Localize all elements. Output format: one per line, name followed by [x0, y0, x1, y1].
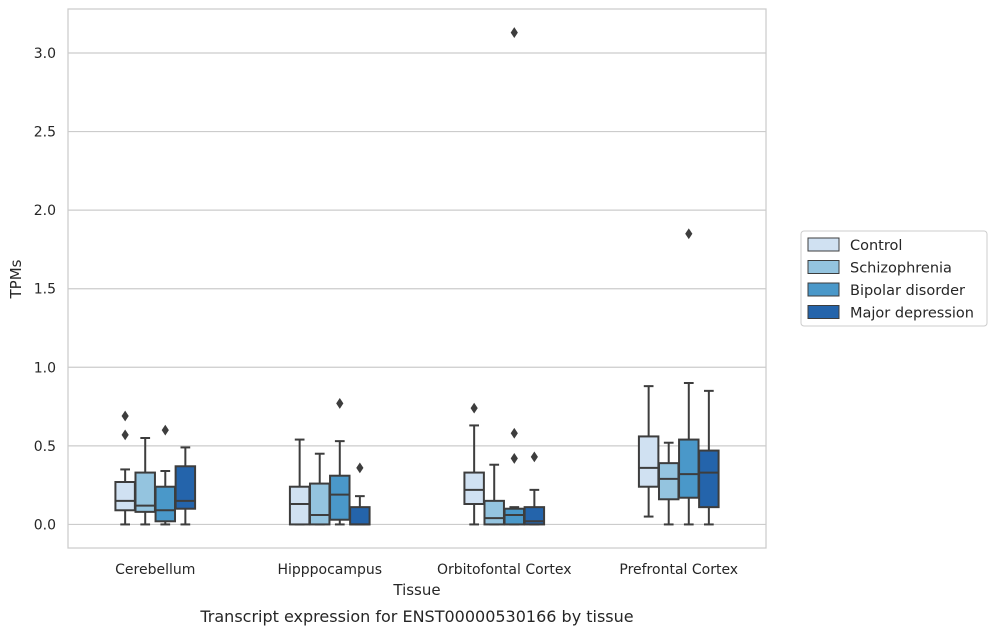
y-tick-label: 3.0	[34, 46, 56, 62]
box-body	[503, 507, 526, 526]
outlier-point	[121, 410, 129, 422]
box-body	[174, 465, 197, 510]
y-tick-label: 2.0	[34, 203, 56, 219]
outlier-point	[336, 398, 344, 409]
box-0-1	[134, 437, 156, 526]
box-body	[678, 438, 700, 499]
y-tick-label: 2.5	[34, 125, 56, 141]
legend-swatch	[807, 282, 840, 297]
legend-swatch	[807, 237, 840, 252]
box-groups	[114, 27, 720, 526]
legend-label: Control	[850, 238, 902, 254]
outlier-point	[510, 453, 518, 464]
legend-label: Bipolar disorder	[850, 283, 965, 299]
box-body	[637, 435, 660, 488]
box-body	[483, 499, 505, 526]
box-3-3	[698, 389, 720, 526]
y-tick-label: 1.0	[34, 360, 56, 376]
box-body	[698, 449, 720, 509]
y-tick-label: 1.5	[34, 282, 56, 298]
outlier-point	[356, 462, 364, 474]
x-tick-label: Prefrontal Cortex	[619, 562, 738, 578]
box-body	[308, 482, 331, 526]
box-2-0	[463, 402, 485, 526]
legend-label: Schizophrenia	[850, 261, 952, 277]
legend-swatch	[807, 260, 840, 274]
outlier-point	[161, 424, 169, 436]
box-body	[349, 506, 371, 526]
grid-lines	[68, 52, 766, 526]
box-0-0	[114, 410, 136, 526]
box-body	[114, 481, 136, 512]
box-body	[657, 462, 680, 501]
box-0-2	[154, 424, 177, 526]
legend: Control Schizophrenia Bipolar disorder Majo…	[800, 230, 988, 327]
legend-label: Major depression	[850, 306, 974, 322]
box-2-2	[503, 27, 526, 526]
y-axis-label: TPMs	[7, 259, 25, 299]
box-2-1	[483, 463, 505, 526]
box-1-3	[349, 462, 371, 526]
y-tick-label: 0.0	[34, 517, 56, 533]
box-3-1	[657, 441, 680, 526]
box-1-2	[329, 398, 351, 526]
x-tick-labels: Cerebellum Hipppocampus Orbitofontal Corte…	[115, 562, 738, 578]
y-tick-label: 0.5	[34, 439, 56, 455]
x-axis-label: Tissue	[392, 581, 440, 599]
box-2-3	[523, 451, 546, 526]
box-body	[523, 506, 546, 526]
box-1-1	[308, 452, 331, 526]
box-body	[463, 471, 485, 506]
outlier-point	[470, 402, 478, 414]
box-body	[288, 485, 311, 526]
box-0-3	[174, 446, 197, 526]
plot-frame	[67, 8, 767, 549]
y-tick-labels: 0.0 0.5 1.0 1.5 2.0 2.5 3.0	[34, 46, 56, 533]
outlier-point	[510, 427, 518, 439]
box-body	[329, 474, 351, 521]
box-3-2	[678, 228, 700, 526]
x-tick-label: Cerebellum	[115, 562, 195, 578]
x-tick-label: Hipppocampus	[277, 562, 382, 578]
legend-swatch	[807, 305, 840, 319]
outlier-point	[685, 228, 693, 240]
x-tick-label: Orbitofontal Cortex	[437, 562, 572, 578]
box-body	[154, 485, 177, 523]
box-3-0	[637, 385, 660, 518]
box-1-0	[288, 438, 311, 526]
outlier-point	[510, 27, 518, 38]
chart-caption: Transcript expression for ENST0000053016…	[199, 607, 633, 626]
outlier-point	[121, 429, 129, 441]
outlier-point	[530, 451, 538, 463]
legend-frame	[800, 230, 988, 327]
